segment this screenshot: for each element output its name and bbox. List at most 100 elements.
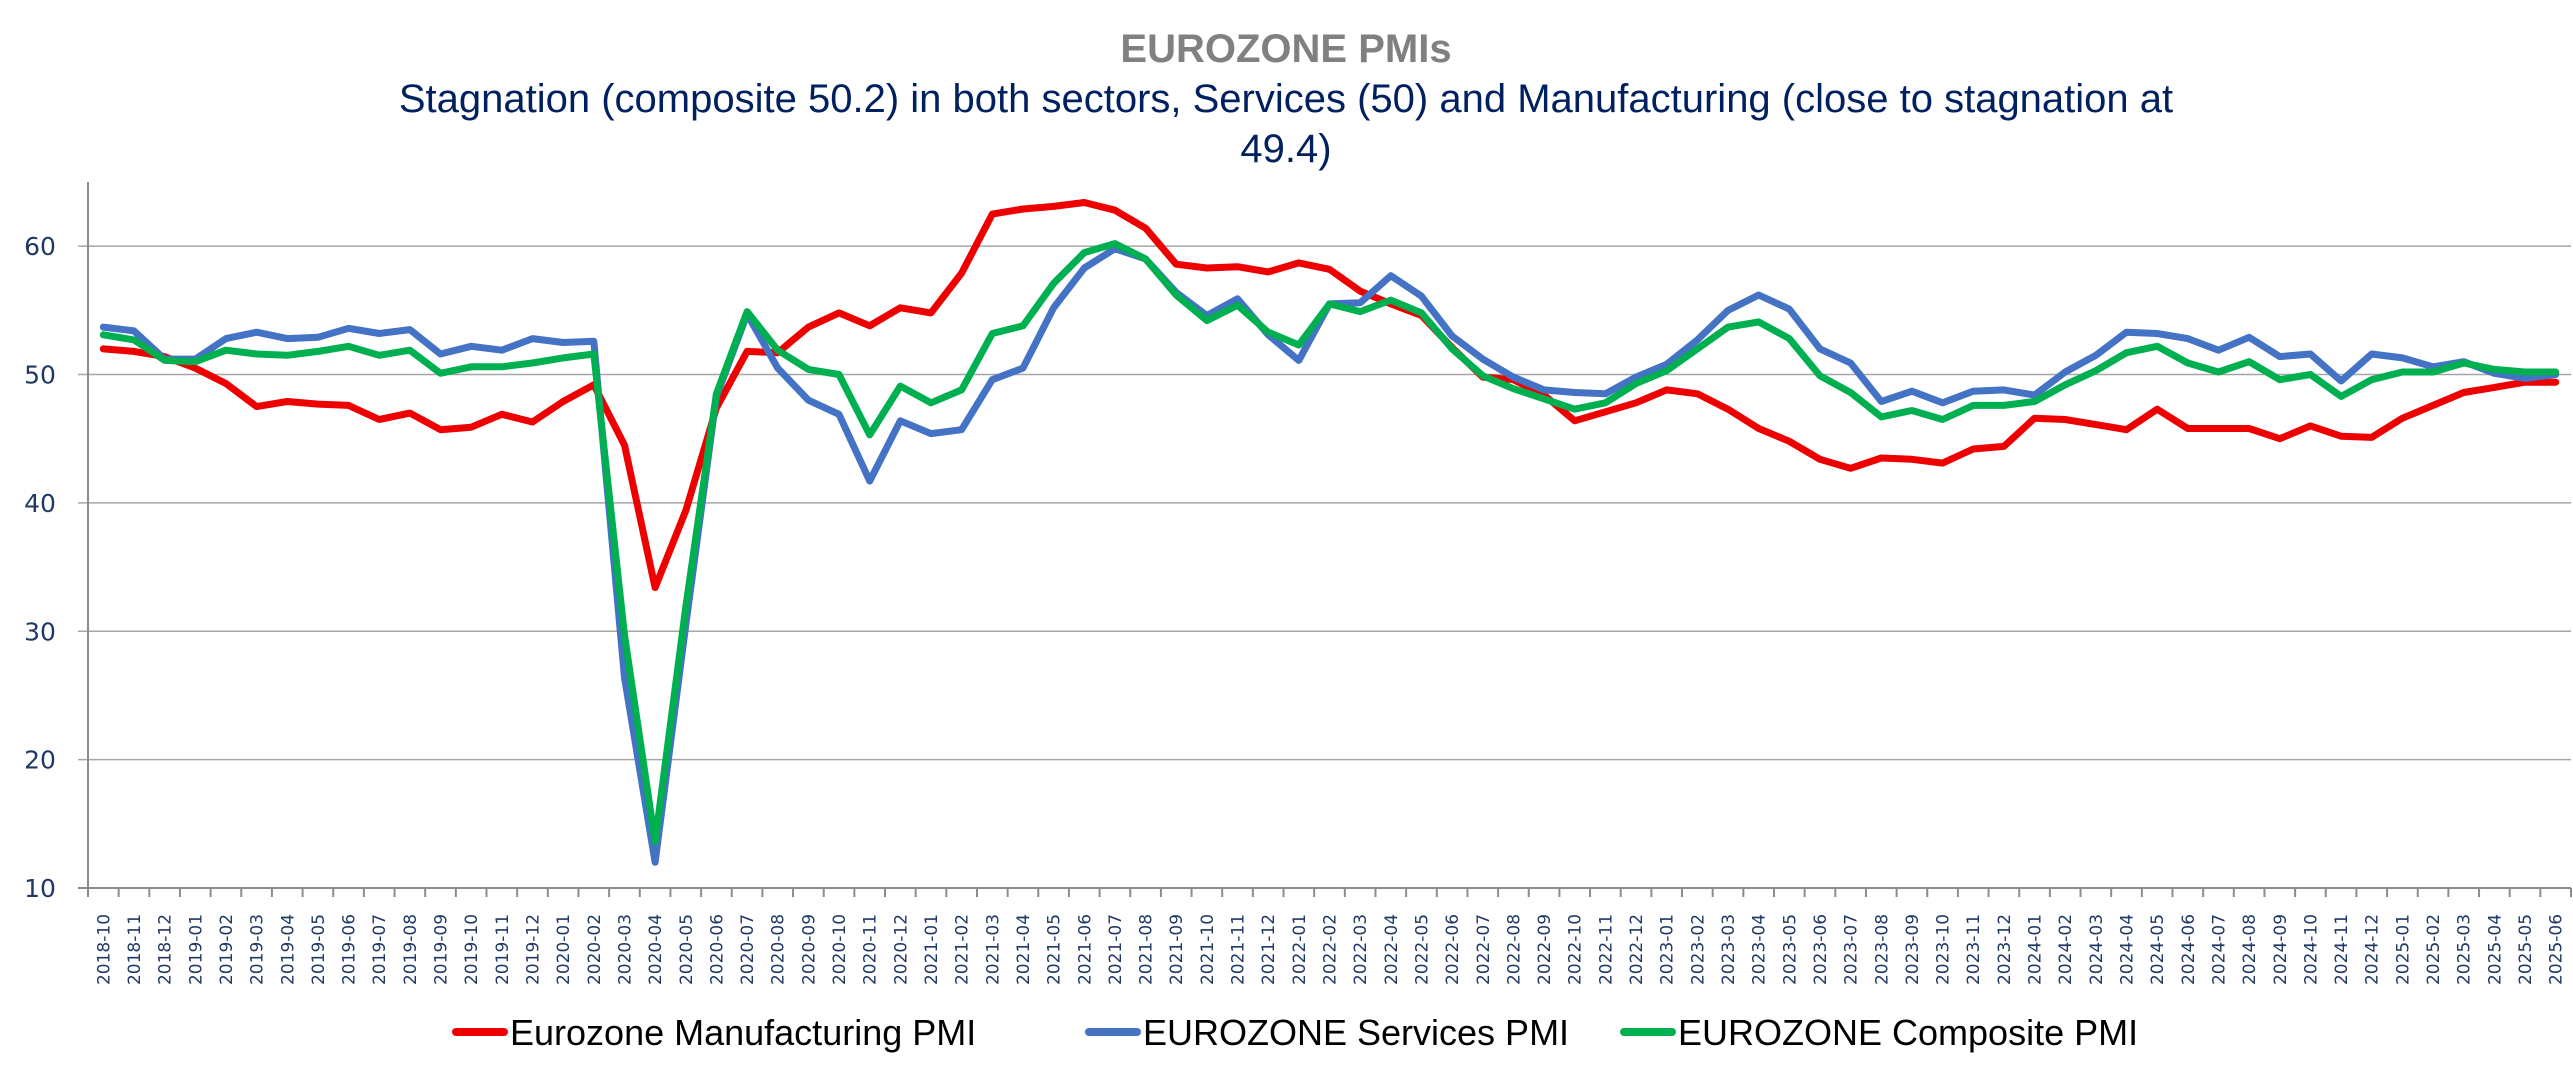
- x-tick-label: 2021-07: [1106, 914, 1126, 985]
- x-tick-label: 2019-08: [401, 914, 421, 985]
- y-tick-label: 10: [24, 874, 56, 903]
- x-tick-label: 2022-10: [1566, 914, 1586, 985]
- x-tick-label: 2019-09: [432, 914, 452, 985]
- y-tick-label: 60: [24, 232, 56, 261]
- series-lines: [99, 199, 2560, 866]
- x-tick-label: 2021-12: [1259, 914, 1279, 985]
- gridlines: [78, 245, 2571, 889]
- x-tick-label: 2019-10: [462, 914, 482, 985]
- x-tick-label: 2025-01: [2393, 914, 2413, 985]
- x-tick-label: 2021-08: [1137, 914, 1157, 985]
- x-tick-label: 2018-12: [156, 914, 176, 985]
- x-tick-label: 2020-05: [677, 914, 697, 985]
- legend-item: EUROZONE Services PMI: [1085, 1012, 1569, 1053]
- x-tick-label: 2024-06: [2179, 914, 2199, 985]
- x-tick-label: 2022-11: [1596, 914, 1616, 985]
- x-tick-label: 2019-01: [186, 914, 206, 985]
- legend-item: Eurozone Manufacturing PMI: [452, 1012, 976, 1053]
- x-tick-label: 2024-01: [2026, 914, 2046, 985]
- x-tick-label: 2020-06: [707, 914, 727, 985]
- x-tick-label: 2021-09: [1167, 914, 1187, 985]
- y-tick-label: 30: [24, 617, 56, 646]
- x-tick-label: 2023-04: [1750, 914, 1770, 985]
- x-tick-label: 2022-03: [1351, 914, 1371, 985]
- x-tick-label: 2025-03: [2455, 914, 2475, 985]
- x-tick-label: 2024-04: [2118, 914, 2138, 985]
- x-tick-label: 2022-07: [1474, 914, 1494, 985]
- x-tick-label: 2025-04: [2485, 914, 2505, 985]
- x-tick-label: 2020-02: [585, 914, 605, 985]
- x-tick-label: 2023-03: [1719, 914, 1739, 985]
- x-tick-label: 2020-11: [861, 914, 881, 985]
- x-tick-label: 2024-03: [2087, 914, 2107, 985]
- x-tick-label: 2018-11: [125, 914, 145, 985]
- x-tick-label: 2024-07: [2209, 914, 2229, 985]
- x-tick-label: 2020-01: [554, 914, 574, 985]
- x-tick-label: 2021-06: [1075, 914, 1095, 985]
- x-axis-tick-labels: 2018-10 2018-11 2018-12 2019-01 2019-02 2019-…: [94, 914, 2566, 985]
- chart-subtitle-line-2: 49.4): [1240, 127, 1331, 171]
- x-tick-label: 2023-11: [1964, 914, 1984, 985]
- x-tick-label: 2024-09: [2271, 914, 2291, 985]
- x-tick-label: 2021-01: [922, 914, 942, 985]
- x-tick-label: 2022-09: [1535, 914, 1555, 985]
- x-tick-label: 2022-01: [1290, 914, 1310, 985]
- chart-title: EUROZONE PMIs: [1120, 27, 1451, 71]
- x-tick-label: 2025-02: [2424, 914, 2444, 985]
- x-tick-label: 2019-12: [523, 914, 543, 985]
- x-tick-label: 2022-04: [1382, 914, 1402, 985]
- x-axis-ticks: [87, 888, 2572, 897]
- x-tick-label: 2022-06: [1443, 914, 1463, 985]
- x-tick-label: 2023-05: [1780, 914, 1800, 985]
- x-tick-label: 2022-12: [1627, 914, 1647, 985]
- y-tick-label: 20: [24, 746, 56, 775]
- x-tick-label: 2019-07: [370, 914, 390, 985]
- x-tick-label: 2023-09: [1903, 914, 1923, 985]
- x-tick-label: 2019-02: [217, 914, 237, 985]
- x-tick-label: 2019-03: [248, 914, 268, 985]
- series-line-eurozone-services-pmi: [99, 245, 2560, 866]
- x-tick-label: 2024-12: [2363, 914, 2383, 985]
- x-tick-label: 2021-04: [1014, 914, 1034, 985]
- x-tick-label: 2018-10: [94, 914, 114, 985]
- series-line-eurozone-manufacturing-pmi: [99, 199, 2560, 592]
- x-tick-label: 2024-02: [2056, 914, 2076, 985]
- x-tick-label: 2021-11: [1229, 914, 1249, 985]
- legend-label: EUROZONE Composite PMI: [1678, 1012, 2138, 1053]
- x-tick-label: 2023-08: [1872, 914, 1892, 985]
- y-axis-tick-labels: 10 20 30 40 50 60: [24, 232, 56, 903]
- x-tick-label: 2020-12: [891, 914, 911, 985]
- x-tick-label: 2021-05: [1045, 914, 1065, 985]
- x-tick-label: 2019-06: [340, 914, 360, 985]
- x-tick-label: 2023-07: [1842, 914, 1862, 985]
- x-tick-label: 2020-03: [615, 914, 635, 985]
- x-tick-label: 2020-08: [769, 914, 789, 985]
- x-tick-label: 2020-09: [799, 914, 819, 985]
- x-tick-label: 2019-11: [493, 914, 513, 985]
- x-tick-label: 2024-05: [2148, 914, 2168, 985]
- y-tick-label: 50: [24, 361, 56, 390]
- x-tick-label: 2025-05: [2516, 914, 2536, 985]
- legend-item: EUROZONE Composite PMI: [1620, 1012, 2138, 1053]
- legend-label: Eurozone Manufacturing PMI: [510, 1012, 976, 1053]
- x-tick-label: 2023-12: [1995, 914, 2015, 985]
- x-tick-label: 2020-04: [646, 914, 666, 985]
- x-tick-label: 2021-03: [983, 914, 1003, 985]
- legend-label: EUROZONE Services PMI: [1143, 1012, 1569, 1053]
- x-tick-label: 2019-05: [309, 914, 329, 985]
- x-tick-label: 2021-02: [953, 914, 973, 985]
- x-tick-label: 2023-01: [1658, 914, 1678, 985]
- x-tick-label: 2022-05: [1412, 914, 1432, 985]
- x-tick-label: 2023-10: [1934, 914, 1954, 985]
- x-tick-label: 2024-11: [2332, 914, 2352, 985]
- legend: Eurozone Manufacturing PMI EUROZONE Servi…: [452, 1012, 2138, 1053]
- chart-subtitle-line-1: Stagnation (composite 50.2) in both sect…: [399, 77, 2173, 121]
- x-tick-label: 2024-08: [2240, 914, 2260, 985]
- x-tick-label: 2022-08: [1504, 914, 1524, 985]
- series-line-eurozone-composite-pmi: [99, 240, 2560, 846]
- x-tick-label: 2023-06: [1811, 914, 1831, 985]
- x-tick-label: 2023-02: [1688, 914, 1708, 985]
- x-tick-label: 2020-07: [738, 914, 758, 985]
- x-tick-label: 2020-10: [830, 914, 850, 985]
- x-tick-label: 2024-10: [2301, 914, 2321, 985]
